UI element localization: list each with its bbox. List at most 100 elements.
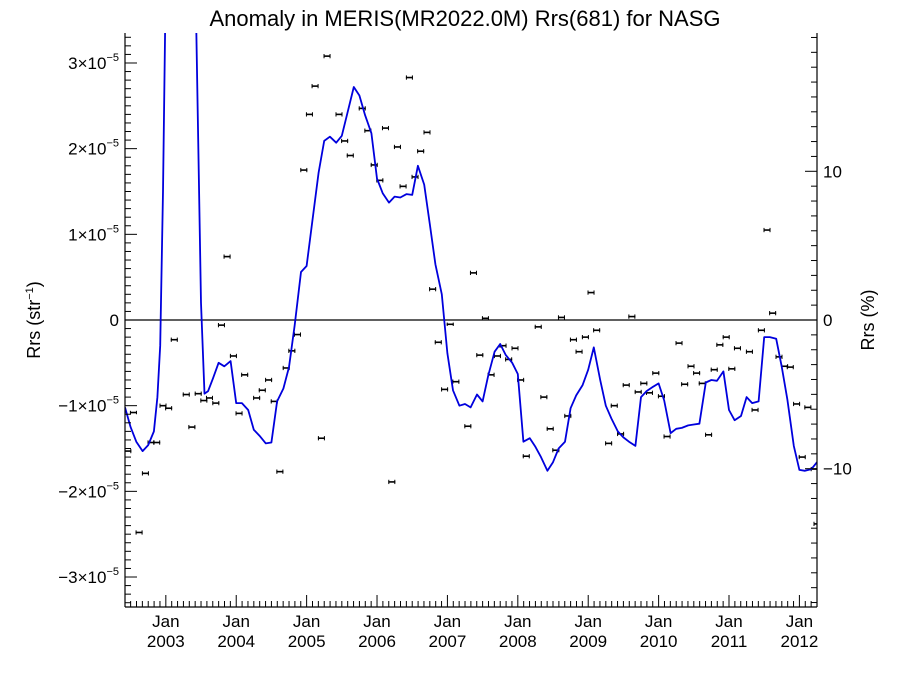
data-point bbox=[417, 149, 425, 154]
data-point bbox=[446, 322, 454, 326]
data-point bbox=[546, 426, 554, 431]
data-point bbox=[253, 395, 261, 401]
y-left-tick-label: 1×10−5 bbox=[68, 223, 119, 244]
data-point bbox=[769, 311, 777, 316]
data-point bbox=[786, 364, 794, 370]
data-point bbox=[235, 411, 243, 416]
data-point bbox=[716, 342, 724, 347]
data-point bbox=[722, 334, 730, 340]
data-point bbox=[569, 337, 577, 342]
x-tick-year-label: 2008 bbox=[499, 632, 537, 651]
data-point bbox=[481, 316, 489, 321]
data-point bbox=[393, 144, 401, 150]
y-right-tick-label: 0 bbox=[823, 311, 832, 330]
data-point bbox=[728, 366, 736, 371]
x-tick-year-label: 2007 bbox=[429, 632, 467, 651]
data-point bbox=[434, 340, 442, 345]
x-tick-month-label: Jan bbox=[223, 612, 250, 631]
data-point bbox=[581, 334, 589, 340]
data-point bbox=[610, 403, 618, 408]
x-tick-year-label: 2010 bbox=[640, 632, 678, 651]
trend-line bbox=[125, 33, 817, 472]
y-left-tick-label: 0 bbox=[110, 311, 119, 330]
y-right-tick-label: −10 bbox=[823, 460, 852, 479]
y-axis-left-label-base: Rrs (str bbox=[24, 300, 44, 359]
x-tick-year-label: 2006 bbox=[358, 632, 396, 651]
data-point bbox=[557, 315, 565, 320]
x-tick-year-label: 2009 bbox=[569, 632, 607, 651]
y-axis-left-label-sup: −1 bbox=[24, 287, 36, 300]
data-point bbox=[241, 372, 249, 377]
data-point bbox=[798, 454, 806, 460]
data-point bbox=[205, 395, 213, 401]
data-point bbox=[675, 340, 683, 346]
data-point bbox=[323, 53, 331, 59]
data-point bbox=[745, 349, 753, 354]
data-point bbox=[733, 346, 741, 351]
y-axis-left-label-end: ) bbox=[24, 281, 44, 287]
data-point bbox=[587, 290, 595, 295]
data-point bbox=[429, 287, 437, 292]
data-point bbox=[593, 328, 601, 333]
data-point bbox=[634, 389, 642, 395]
data-point bbox=[441, 387, 449, 392]
data-point bbox=[751, 407, 759, 413]
data-point bbox=[469, 270, 477, 276]
data-point bbox=[757, 328, 765, 333]
data-point bbox=[217, 322, 225, 328]
data-point bbox=[346, 153, 354, 158]
x-tick-month-label: Jan bbox=[152, 612, 179, 631]
data-point bbox=[452, 379, 460, 384]
x-tick-month-label: Jan bbox=[434, 612, 461, 631]
data-point bbox=[657, 394, 665, 399]
data-point bbox=[804, 405, 812, 410]
data-point bbox=[763, 227, 771, 233]
data-point bbox=[663, 434, 671, 439]
x-tick-month-label: Jan bbox=[715, 612, 742, 631]
y-left-tick-label: −3×10−5 bbox=[58, 566, 119, 587]
data-point bbox=[534, 324, 542, 329]
y-left-tick-label: 2×10−5 bbox=[68, 138, 119, 159]
data-point bbox=[640, 381, 648, 386]
data-point bbox=[311, 83, 319, 89]
data-point bbox=[793, 401, 801, 407]
data-point bbox=[511, 346, 519, 351]
data-point bbox=[522, 454, 530, 459]
x-tick-year-label: 2005 bbox=[288, 632, 326, 651]
data-point bbox=[182, 392, 190, 397]
y-axis-left-ticks: −3×10−5 −2×10−5 −1×10−5 0 1×10−5 2×10−5 3×10−5 bbox=[58, 36, 137, 604]
data-point bbox=[341, 138, 349, 144]
data-point bbox=[388, 479, 396, 485]
data-point bbox=[628, 314, 636, 319]
data-point bbox=[305, 112, 313, 117]
y-right-tick-label: 10 bbox=[823, 162, 842, 181]
x-tick-month-label: Jan bbox=[363, 612, 390, 631]
data-point bbox=[229, 353, 237, 359]
x-tick-month-label: Jan bbox=[293, 612, 320, 631]
data-point bbox=[540, 394, 548, 400]
data-point bbox=[405, 75, 413, 80]
data-point bbox=[212, 400, 220, 406]
data-point bbox=[370, 162, 378, 168]
x-tick-month-label: Jan bbox=[786, 612, 813, 631]
data-point bbox=[265, 377, 273, 383]
data-point bbox=[681, 382, 689, 387]
data-point bbox=[300, 167, 308, 173]
data-point bbox=[381, 125, 389, 131]
data-point bbox=[399, 184, 407, 189]
data-point bbox=[464, 424, 472, 429]
data-point bbox=[258, 388, 266, 393]
data-point bbox=[710, 367, 718, 372]
chart-title: Anomaly in MERIS(MR2022.0M) Rrs(681) for… bbox=[209, 6, 720, 31]
trend-line-series bbox=[125, 33, 817, 472]
x-tick-year-label: 2011 bbox=[711, 632, 748, 651]
y-left-tick-label: 3×10−5 bbox=[68, 52, 119, 73]
data-point bbox=[317, 436, 325, 441]
x-tick-month-label: Jan bbox=[574, 612, 601, 631]
data-point bbox=[693, 370, 701, 376]
data-point bbox=[687, 364, 695, 369]
y-axis-left-label: Rrs (str−1) bbox=[24, 281, 44, 359]
data-point bbox=[622, 382, 630, 388]
y-axis-right-label: Rrs (%) bbox=[858, 290, 878, 351]
